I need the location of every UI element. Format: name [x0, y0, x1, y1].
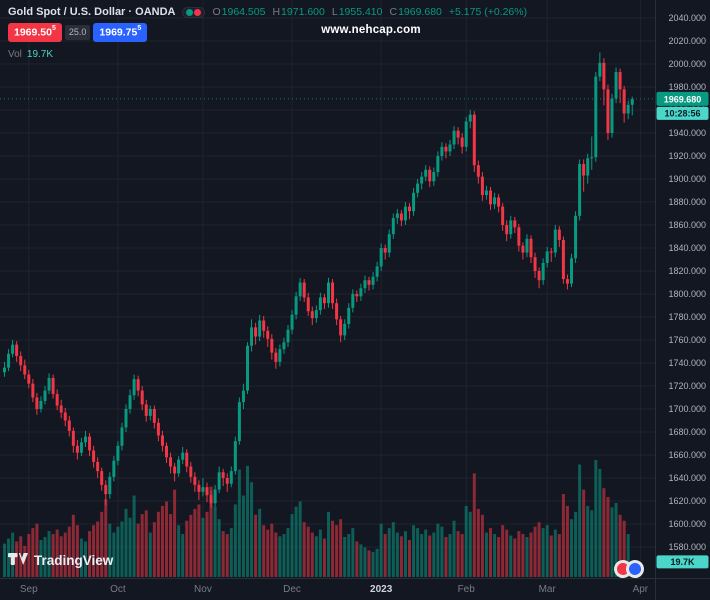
svg-text:1620.000: 1620.000	[668, 496, 706, 506]
svg-text:1580.000: 1580.000	[668, 542, 706, 552]
svg-text:Mar: Mar	[539, 584, 557, 595]
svg-text:2040.000: 2040.000	[668, 13, 706, 23]
close-readout: C 1969.680	[389, 6, 441, 18]
close-value: 1969.680	[398, 6, 442, 18]
svg-text:1700.000: 1700.000	[668, 404, 706, 414]
svg-text:1980.000: 1980.000	[668, 82, 706, 92]
sell-button[interactable]: 1969.505	[8, 23, 62, 43]
svg-text:Oct: Oct	[110, 584, 126, 595]
svg-text:Apr: Apr	[633, 584, 649, 595]
svg-text:Dec: Dec	[283, 584, 301, 595]
svg-text:1720.000: 1720.000	[668, 381, 706, 391]
svg-text:Sep: Sep	[20, 584, 38, 595]
high-readout: H 1971.600	[272, 6, 324, 18]
tradingview-logo-text: TradingView	[34, 553, 114, 568]
low-label: L	[331, 6, 338, 18]
time-axis[interactable]	[0, 579, 710, 600]
svg-text:2020.000: 2020.000	[668, 36, 706, 46]
price-axis[interactable]	[656, 0, 710, 578]
close-label: C	[389, 6, 398, 18]
svg-text:1680.000: 1680.000	[668, 427, 706, 437]
sell-price: 1969.50	[14, 26, 52, 39]
time-axis-labels: Sep Oct Nov Dec 2023 Feb Mar Apr	[20, 584, 649, 595]
sticker-icons[interactable]	[612, 558, 646, 580]
red-dot-icon	[194, 8, 202, 16]
svg-text:1860.000: 1860.000	[668, 220, 706, 230]
svg-text:Nov: Nov	[194, 584, 212, 595]
open-value: 1964.505	[221, 6, 266, 18]
volume-value: 19.7K	[26, 49, 54, 61]
low-readout: L 1955.410	[332, 6, 383, 18]
svg-text:1940.000: 1940.000	[668, 128, 706, 138]
watermark: www.nehcap.com	[321, 24, 421, 36]
buy-price-sup: 5	[137, 25, 142, 32]
tradingview-glyph-icon	[8, 553, 28, 565]
svg-text:1600.000: 1600.000	[668, 519, 706, 529]
svg-text:1969.680: 1969.680	[664, 94, 702, 104]
symbol-legend: Gold Spot / U.S. Dollar · OANDA O 1964.50…	[8, 6, 527, 60]
trade-buttons-row: 1969.505 25.0 1969.755	[8, 23, 527, 43]
volume-readout-row: Vol 19.7K	[8, 49, 527, 60]
change-value: +5.175 (+0.26%)	[448, 6, 528, 18]
spread-value: 25.0	[64, 24, 91, 41]
volume-bars	[3, 460, 634, 577]
symbol-title[interactable]: Gold Spot / U.S. Dollar · OANDA	[8, 6, 175, 18]
sell-price-sup: 5	[51, 25, 56, 32]
svg-text:1640.000: 1640.000	[668, 473, 706, 483]
svg-text:1780.000: 1780.000	[668, 312, 706, 322]
last-price-badge: 1969.680	[656, 91, 709, 106]
buy-button[interactable]: 1969.755	[93, 23, 148, 43]
svg-text:1800.000: 1800.000	[668, 289, 706, 299]
high-value: 1971.600	[281, 6, 325, 18]
tradingview-logo[interactable]: TradingView	[8, 553, 113, 568]
buy-price: 1969.75	[99, 26, 138, 39]
svg-text:Feb: Feb	[458, 584, 476, 595]
green-dot-icon	[186, 8, 194, 16]
low-value: 1955.410	[338, 6, 383, 18]
svg-text:2023: 2023	[370, 584, 393, 595]
bid-ask-toggle[interactable]	[182, 6, 206, 18]
svg-text:1740.000: 1740.000	[668, 358, 706, 368]
svg-text:1820.000: 1820.000	[668, 266, 706, 276]
svg-text:1840.000: 1840.000	[668, 243, 706, 253]
svg-text:1900.000: 1900.000	[668, 174, 706, 184]
separator: ·	[128, 6, 133, 18]
open-readout: O 1964.505	[212, 6, 265, 18]
svg-text:10:28:56: 10:28:56	[664, 108, 700, 118]
svg-text:1880.000: 1880.000	[668, 197, 706, 207]
svg-text:1760.000: 1760.000	[668, 335, 706, 345]
svg-text:1920.000: 1920.000	[668, 151, 706, 161]
countdown-badge: 10:28:56	[656, 106, 709, 120]
symbol-name[interactable]: Gold Spot / U.S. Dollar	[8, 6, 126, 18]
volume-axis-badge: 19.7K	[656, 555, 709, 569]
exchange-name[interactable]: OANDA	[135, 6, 176, 18]
svg-text:1660.000: 1660.000	[668, 450, 706, 460]
open-label: O	[212, 6, 221, 18]
high-label: H	[272, 6, 281, 18]
svg-text:2000.000: 2000.000	[668, 59, 706, 69]
volume-label: Vol	[8, 49, 22, 61]
symbol-header-row: Gold Spot / U.S. Dollar · OANDA O 1964.50…	[8, 6, 527, 18]
candles	[3, 52, 634, 508]
svg-text:19.7K: 19.7K	[670, 557, 695, 567]
